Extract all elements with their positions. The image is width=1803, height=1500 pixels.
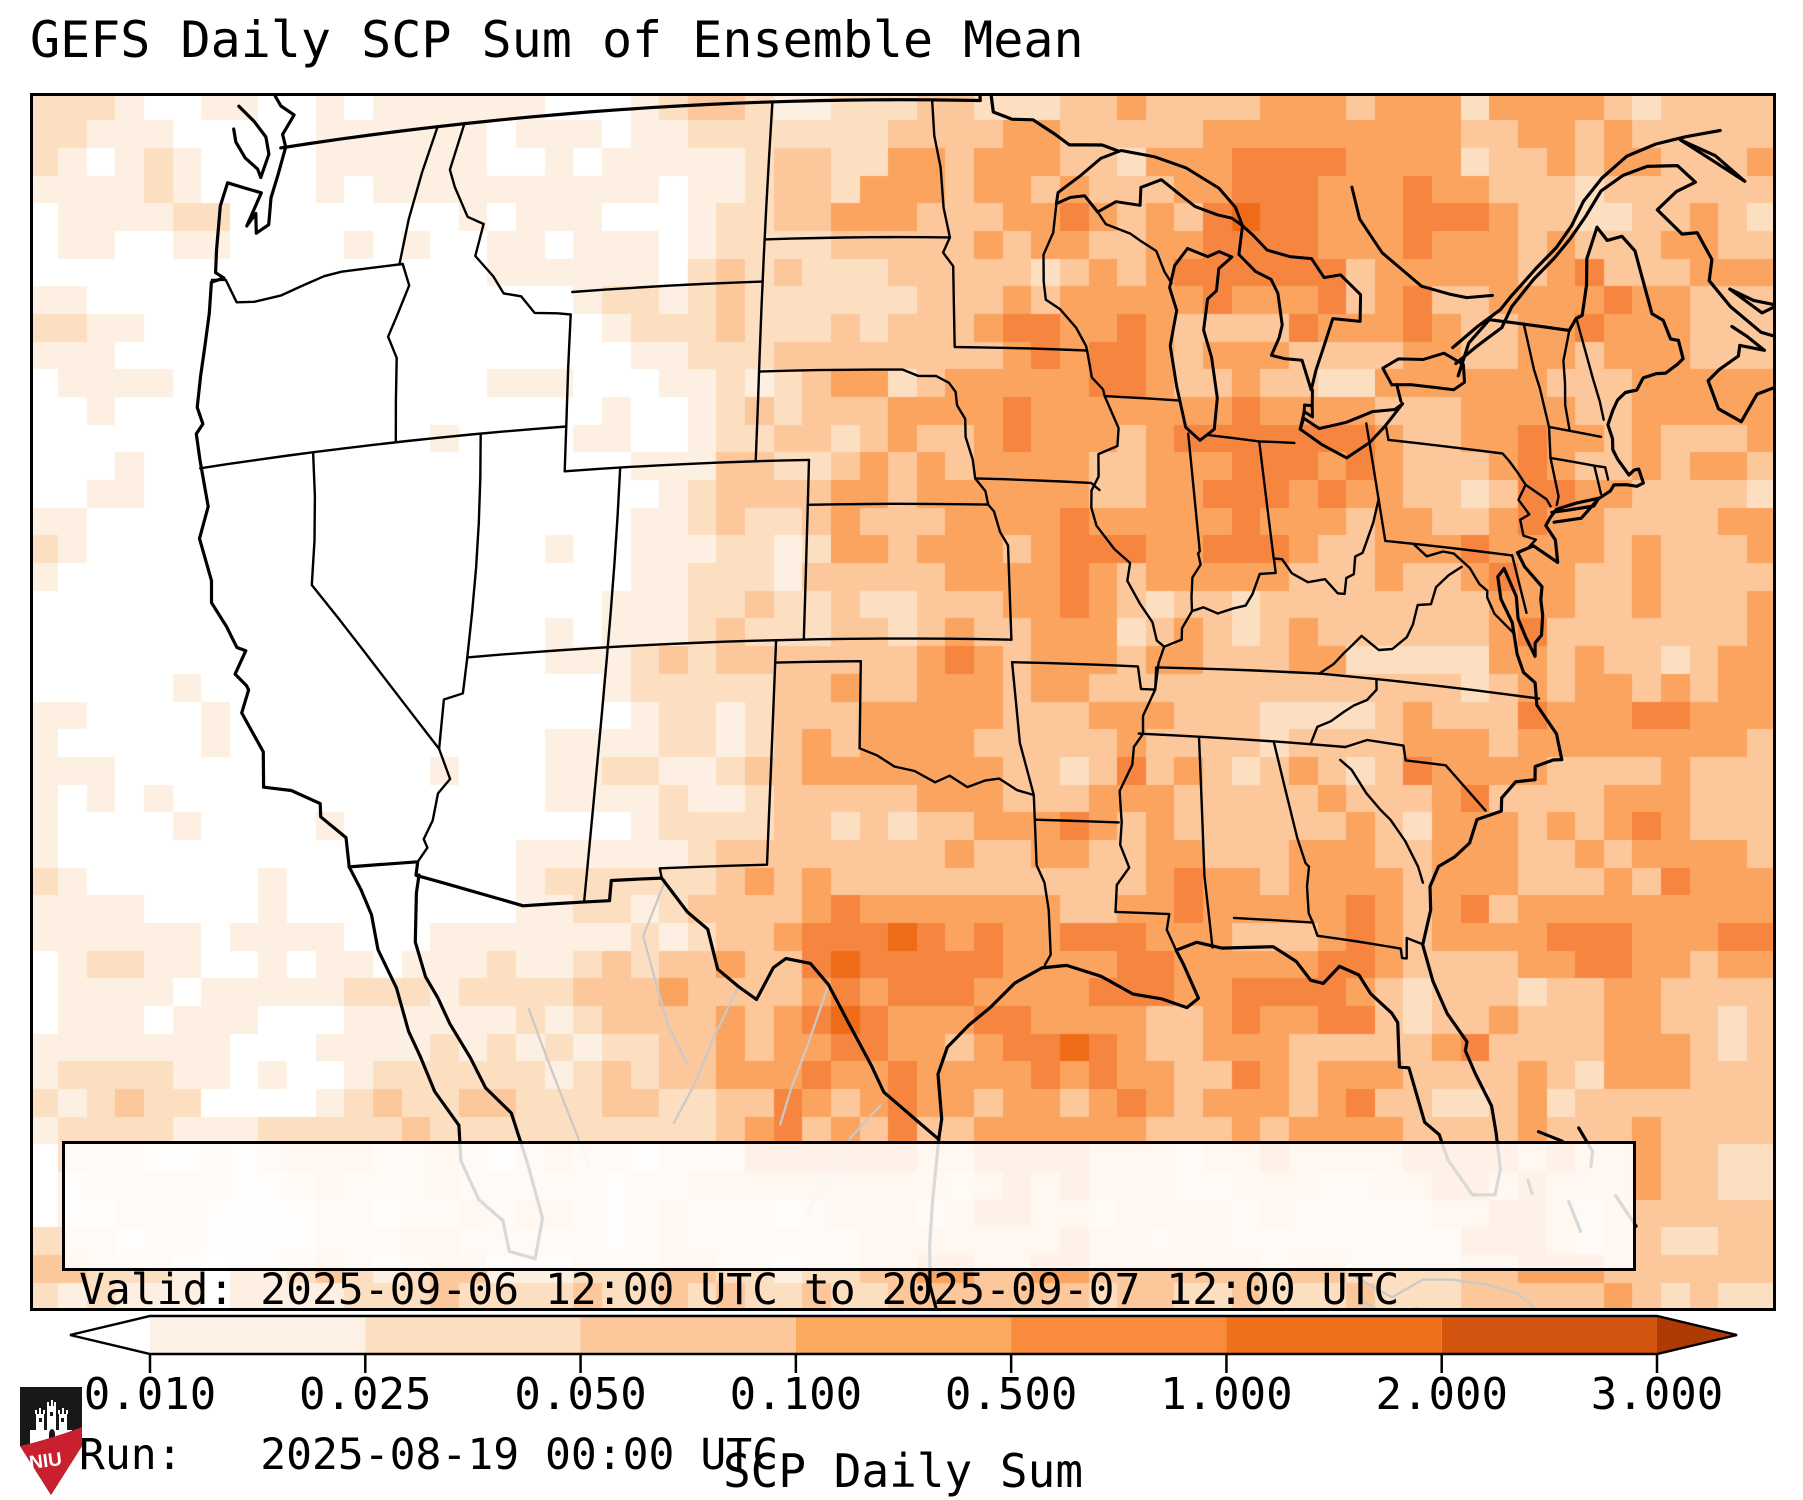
colorbar-segment: [150, 1316, 366, 1354]
colorbar-segment: [1441, 1316, 1657, 1354]
colorbar-under-arrow: [70, 1316, 150, 1354]
niu-logo: NIU: [20, 1387, 82, 1495]
colorbar-tick-label: 1.000: [1160, 1369, 1292, 1420]
colorbar-segment: [580, 1316, 796, 1354]
page-title: GEFS Daily SCP Sum of Ensemble Mean: [30, 11, 1084, 69]
colorbar-tick-label: 0.010: [84, 1369, 216, 1420]
colorbar-tick-label: 2.000: [1375, 1369, 1507, 1420]
niu-band: [20, 1427, 82, 1495]
valid-run-info-box: Valid: 2025-09-06 12:00 UTC to 2025-09-0…: [62, 1141, 1636, 1480]
colorbar-axis-label: SCP Daily Sum: [723, 1444, 1083, 1498]
colorbar-segments: [69, 1314, 1738, 1356]
colorbar-over-arrow: [1657, 1316, 1737, 1354]
colorbar-tick-label: 0.050: [514, 1369, 646, 1420]
colorbar: 0.010 0.025 0.050 0.100 0.500 1.000 2.000 3.000…: [69, 1314, 1738, 1498]
colorbar-segment: [365, 1316, 581, 1354]
colorbar-tick-label: 3.000: [1591, 1369, 1723, 1420]
colorbar-segment: [1011, 1316, 1227, 1354]
colorbar-segment: [795, 1316, 1012, 1354]
colorbar-tick-label: 0.500: [945, 1369, 1077, 1420]
colorbar-ticks: [148, 1354, 1659, 1373]
map-area: Valid: 2025-09-06 12:00 UTC to 2025-09-0…: [30, 93, 1776, 1480]
colorbar-tick-label: 0.100: [730, 1369, 862, 1420]
niu-logo-text: NIU: [28, 1449, 63, 1474]
colorbar-tick-labels: 0.010 0.025 0.050 0.100 0.500 1.000 2.000 3.000: [84, 1369, 1723, 1420]
run-line: Run: 2025-08-19 00:00 UTC: [79, 1430, 778, 1480]
map-borders-svg: [194, 93, 1776, 1311]
valid-line: Valid: 2025-09-06 12:00 UTC to 2025-09-0…: [79, 1265, 1400, 1315]
colorbar-segment: [1226, 1316, 1442, 1354]
colorbar-tick-label: 0.025: [299, 1369, 431, 1420]
